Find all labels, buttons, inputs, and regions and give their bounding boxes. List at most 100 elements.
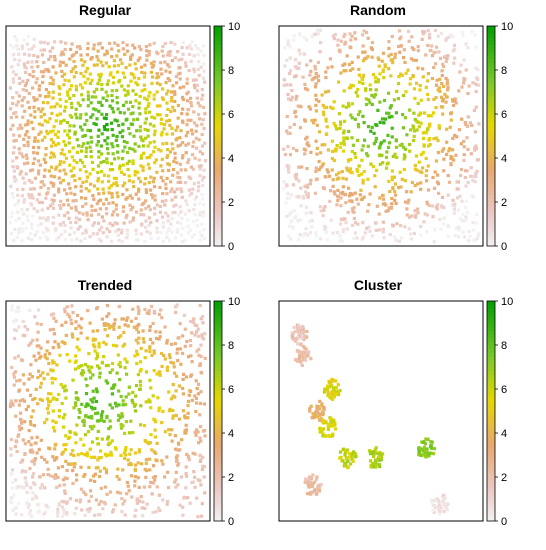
data-point: [186, 416, 190, 420]
data-point: [51, 312, 56, 316]
data-point: [89, 149, 93, 153]
data-point: [438, 89, 442, 93]
data-point: [133, 62, 137, 66]
data-point: [193, 156, 197, 160]
data-point: [429, 114, 433, 118]
data-point: [81, 134, 85, 138]
data-point: [71, 469, 75, 473]
data-point: [194, 78, 198, 82]
data-point: [339, 204, 343, 208]
data-point: [61, 178, 65, 182]
data-point: [437, 505, 441, 509]
data-point: [84, 146, 89, 150]
data-point: [34, 387, 38, 391]
data-point: [21, 438, 25, 442]
data-point: [99, 418, 104, 422]
data-point: [462, 153, 466, 157]
data-point: [366, 36, 370, 40]
data-point: [56, 510, 60, 515]
data-point: [85, 211, 89, 215]
legend-swatch: [214, 466, 222, 471]
data-point: [343, 42, 347, 46]
data-point: [292, 38, 296, 42]
data-point: [72, 406, 76, 410]
data-point: [474, 45, 478, 49]
data-point: [63, 143, 68, 147]
data-point: [384, 203, 388, 207]
data-point: [180, 438, 184, 442]
data-point: [444, 59, 448, 63]
data-point: [435, 180, 440, 184]
data-point: [139, 346, 143, 350]
data-point: [322, 113, 326, 117]
legend-swatch: [487, 326, 495, 331]
data-point: [173, 99, 177, 103]
data-point: [196, 334, 201, 338]
data-point: [88, 321, 92, 325]
data-point: [120, 412, 124, 416]
data-point: [183, 495, 187, 499]
legend-swatch: [214, 455, 222, 460]
data-point: [174, 310, 178, 314]
data-point: [90, 365, 94, 369]
data-point: [70, 54, 74, 58]
legend-swatch: [214, 205, 222, 210]
data-point: [98, 100, 102, 104]
data-point: [198, 174, 202, 178]
data-point: [97, 502, 101, 506]
data-point: [27, 53, 31, 57]
data-point: [390, 115, 394, 119]
data-point: [137, 450, 141, 454]
data-point: [60, 499, 64, 504]
data-point: [45, 460, 49, 464]
data-point: [30, 120, 34, 124]
data-point: [419, 224, 423, 229]
data-point: [14, 318, 18, 322]
data-point: [102, 466, 107, 470]
data-point: [116, 228, 121, 232]
data-point: [109, 162, 113, 166]
data-point: [100, 413, 104, 417]
data-point: [173, 42, 177, 46]
data-point: [20, 358, 24, 362]
data-point: [22, 62, 26, 66]
data-point: [13, 506, 17, 510]
data-point: [299, 218, 303, 222]
data-point: [56, 466, 60, 470]
data-point: [332, 121, 336, 126]
legend-swatch: [487, 411, 495, 416]
data-point: [170, 59, 174, 63]
data-point: [289, 237, 293, 241]
data-point: [33, 315, 37, 319]
data-point: [294, 97, 298, 101]
data-point: [174, 389, 178, 393]
data-point: [196, 67, 200, 72]
data-point: [470, 123, 474, 127]
data-point: [326, 66, 330, 70]
data-point: [135, 349, 139, 353]
legend-tick-label: 0: [228, 241, 234, 253]
data-point: [183, 344, 187, 348]
data-point: [155, 336, 159, 341]
data-point: [342, 136, 346, 140]
data-point: [467, 229, 471, 234]
data-point: [11, 102, 15, 106]
data-point: [114, 401, 118, 405]
data-point: [310, 118, 314, 123]
data-point: [397, 75, 401, 79]
data-point: [63, 389, 67, 393]
data-point: [181, 392, 185, 396]
data-point: [334, 124, 338, 128]
data-point: [193, 86, 197, 90]
data-point: [11, 46, 15, 50]
data-point: [439, 227, 443, 231]
data-point: [429, 48, 433, 53]
data-point: [73, 132, 77, 136]
data-point: [98, 198, 103, 202]
data-point: [423, 453, 427, 457]
data-point: [49, 76, 53, 80]
data-point: [290, 89, 294, 93]
data-point: [104, 454, 109, 458]
data-point: [187, 68, 191, 73]
data-point: [371, 454, 376, 459]
